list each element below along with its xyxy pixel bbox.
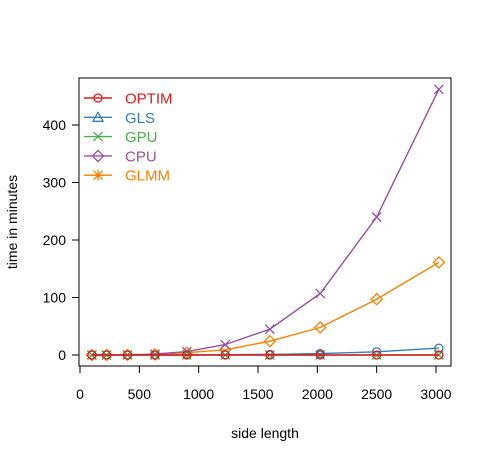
legend-label: GPU [125, 129, 158, 146]
data-point [313, 320, 327, 334]
y-tick-label: 0 [58, 347, 66, 363]
legend-label: GLS [125, 110, 155, 127]
data-point [371, 212, 382, 222]
data-point [434, 350, 444, 360]
data-point [315, 350, 325, 360]
data-point [372, 350, 382, 360]
legend-label: CPU [125, 148, 157, 165]
legend-item-cpu: CPU [84, 148, 157, 165]
legend-item-gpu: GPU [84, 129, 158, 146]
axes: 0 500 1000 1500 2000 2500 3000 0 100 200 300 400 [43, 117, 452, 402]
data-point [150, 350, 160, 360]
y-tick-label: 400 [43, 117, 67, 133]
legend: OPTIM GLS GPU CPU GLMM [84, 91, 173, 185]
data-point [432, 256, 446, 269]
x-tick-label: 500 [128, 386, 152, 402]
y-tick-label: 300 [43, 175, 67, 191]
data-point [265, 350, 275, 360]
data-point [122, 350, 133, 360]
data-point [264, 324, 275, 335]
legend-label: OPTIM [125, 91, 173, 108]
x-axis-title: side length [231, 425, 299, 441]
legend-item-optim: OPTIM [84, 91, 173, 108]
x-tick-label: 3000 [420, 386, 451, 402]
data-point [220, 339, 231, 350]
series-glmm [85, 256, 446, 362]
legend-item-glmm: GLMM [84, 168, 170, 185]
series-gls [87, 343, 444, 360]
x-tick-label: 2500 [361, 386, 392, 402]
legend-marker [92, 169, 104, 181]
data-point [372, 347, 382, 357]
legend-item-gls: GLS [84, 110, 155, 127]
data-point [370, 292, 384, 306]
series-optim [87, 350, 444, 360]
x-tick-label: 2000 [302, 386, 333, 402]
data-point [434, 343, 444, 353]
x-tick-label: 0 [76, 386, 84, 402]
data-point [101, 350, 112, 360]
legend-label: GLMM [125, 168, 170, 185]
legend-marker [91, 110, 105, 122]
y-axis-title: time in minutes [4, 175, 20, 269]
legend-marker [93, 93, 103, 103]
x-tick-label: 1000 [183, 386, 214, 402]
series-layer [85, 84, 446, 362]
data-point [263, 334, 277, 348]
y-tick-label: 200 [43, 232, 67, 248]
x-tick-label: 1500 [242, 386, 273, 402]
data-point [182, 350, 192, 360]
y-tick-label: 100 [43, 290, 67, 306]
legend-marker [93, 131, 103, 142]
data-point [315, 288, 326, 299]
legend-marker [91, 149, 105, 163]
data-point [220, 350, 230, 360]
data-point [433, 84, 444, 95]
data-point [87, 350, 97, 360]
